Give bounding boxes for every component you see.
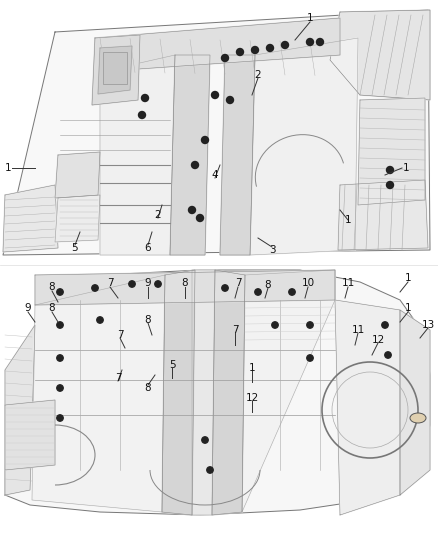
Text: 8: 8 [49,303,55,313]
Circle shape [272,322,278,328]
Text: 1: 1 [345,215,351,225]
Text: 13: 13 [421,320,434,330]
Polygon shape [3,185,58,252]
Circle shape [188,206,195,214]
Ellipse shape [410,413,426,423]
Circle shape [57,355,63,361]
Text: 1: 1 [307,13,313,23]
Polygon shape [242,270,335,512]
Text: 8: 8 [182,278,188,288]
Text: 5: 5 [169,360,175,370]
Circle shape [97,317,103,323]
Circle shape [155,281,161,287]
Text: 12: 12 [371,335,385,345]
Circle shape [57,415,63,421]
Circle shape [317,38,324,45]
Circle shape [307,355,313,361]
Text: 1: 1 [405,303,411,313]
Text: 2: 2 [254,70,261,80]
Circle shape [307,38,314,45]
Polygon shape [32,275,165,512]
Circle shape [138,111,145,118]
Text: 10: 10 [301,278,314,288]
Circle shape [207,467,213,473]
Circle shape [57,289,63,295]
Text: 2: 2 [155,210,161,220]
Polygon shape [330,10,430,100]
Polygon shape [55,195,100,242]
Circle shape [222,54,229,61]
Circle shape [226,96,233,103]
Polygon shape [3,10,430,255]
Text: 1: 1 [249,363,255,373]
Text: 5: 5 [72,243,78,253]
Text: 9: 9 [145,278,151,288]
Text: 11: 11 [341,278,355,288]
Text: 9: 9 [25,303,31,313]
Text: 11: 11 [351,325,364,335]
Circle shape [222,285,228,291]
Circle shape [289,289,295,295]
Circle shape [141,94,148,101]
Circle shape [282,42,289,49]
Polygon shape [250,38,358,255]
Text: 8: 8 [145,315,151,325]
Circle shape [57,385,63,391]
Polygon shape [5,325,35,495]
Polygon shape [92,35,140,105]
Text: 1: 1 [405,273,411,283]
Polygon shape [335,300,400,515]
Circle shape [92,285,98,291]
Text: 3: 3 [268,245,276,255]
Text: 6: 6 [145,243,151,253]
Polygon shape [35,270,335,305]
Polygon shape [400,310,430,495]
Polygon shape [100,55,175,255]
Circle shape [255,289,261,295]
Text: 7: 7 [232,325,238,335]
Circle shape [385,352,391,358]
Circle shape [197,214,204,222]
Circle shape [386,166,393,174]
Circle shape [212,92,219,99]
Circle shape [266,44,273,52]
Circle shape [57,322,63,328]
Polygon shape [192,270,215,515]
Circle shape [191,161,198,168]
Text: 12: 12 [245,393,258,403]
Text: 7: 7 [235,278,241,288]
Text: 7: 7 [117,330,124,340]
Text: 8: 8 [49,282,55,292]
Circle shape [307,322,313,328]
Polygon shape [212,270,245,515]
Circle shape [202,437,208,443]
Text: 7: 7 [115,373,121,383]
Text: 4: 4 [212,170,218,180]
Polygon shape [55,152,100,198]
Text: 8: 8 [145,383,151,393]
Circle shape [251,46,258,53]
Text: 1: 1 [403,163,410,173]
Circle shape [129,281,135,287]
Polygon shape [95,18,340,72]
Circle shape [201,136,208,143]
Polygon shape [170,55,210,255]
Polygon shape [5,270,430,515]
Polygon shape [98,46,132,94]
Text: 8: 8 [265,280,271,290]
Polygon shape [220,55,255,255]
Text: 7: 7 [107,278,113,288]
Circle shape [382,322,388,328]
Polygon shape [5,400,55,470]
Circle shape [386,182,393,189]
Circle shape [237,49,244,55]
Text: 1: 1 [5,163,11,173]
Polygon shape [338,180,428,250]
Polygon shape [162,270,195,515]
Bar [103,52,127,84]
Polygon shape [358,98,425,205]
